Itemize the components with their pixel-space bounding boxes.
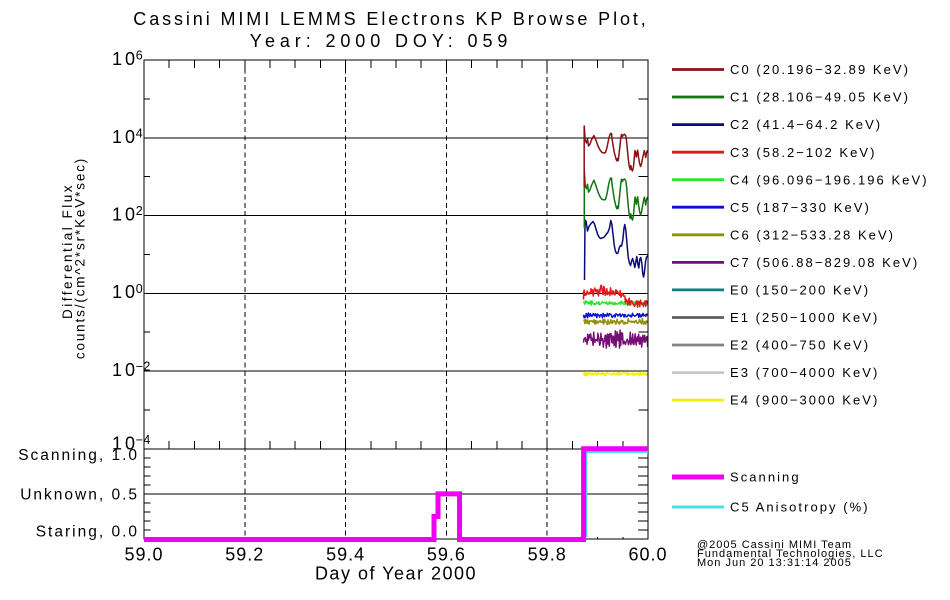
svg-text:E1 (250−1000 KeV): E1 (250−1000 KeV) [730, 310, 879, 325]
svg-text:E0 (150−200 KeV): E0 (150−200 KeV) [730, 283, 870, 298]
svg-text:E4 (900−3000 KeV): E4 (900−3000 KeV) [730, 393, 879, 408]
svg-text:60.0: 60.0 [628, 545, 667, 565]
svg-text:Unknown, 0.5: Unknown, 0.5 [20, 487, 139, 504]
svg-text:10: 10 [112, 360, 138, 380]
svg-text:10: 10 [112, 205, 138, 225]
svg-text:−2: −2 [136, 360, 151, 374]
svg-text:4: 4 [136, 126, 143, 140]
svg-text:59.2: 59.2 [225, 545, 264, 565]
svg-text:Day of Year 2000: Day of Year 2000 [315, 564, 477, 584]
svg-text:10: 10 [112, 433, 138, 453]
svg-text:59.4: 59.4 [326, 545, 365, 565]
svg-text:C5 Anisotropy (%): C5 Anisotropy (%) [730, 500, 870, 515]
svg-text:Cassini MIMI LEMMS Electrons K: Cassini MIMI LEMMS Electrons KP Browse P… [133, 9, 648, 29]
svg-text:E3 (700−4000 KeV): E3 (700−4000 KeV) [730, 365, 879, 380]
svg-text:counts/(cm^2*sr*KeV*sec): counts/(cm^2*sr*KeV*sec) [73, 157, 88, 359]
svg-text:C1 (28.106−49.05 KeV): C1 (28.106−49.05 KeV) [730, 90, 910, 105]
svg-text:C6 (312−533.28 KeV): C6 (312−533.28 KeV) [730, 227, 895, 242]
svg-text:Staring, 0.0: Staring, 0.0 [36, 524, 139, 541]
svg-text:C4 (96.096−196.196 KeV): C4 (96.096−196.196 KeV) [730, 172, 929, 187]
svg-text:C2 (41.4−64.2 KeV): C2 (41.4−64.2 KeV) [730, 117, 882, 132]
svg-text:Year: 2000 DOY: 059: Year: 2000 DOY: 059 [250, 31, 513, 51]
svg-text:C5 (187−330 KeV): C5 (187−330 KeV) [730, 200, 871, 215]
svg-text:Differential Flux: Differential Flux [60, 183, 75, 319]
svg-text:E2 (400−750 KeV): E2 (400−750 KeV) [730, 338, 870, 353]
svg-text:C3 (58.2−102 KeV): C3 (58.2−102 KeV) [730, 145, 877, 160]
svg-text:10: 10 [112, 282, 138, 302]
svg-text:59.8: 59.8 [528, 545, 567, 565]
svg-text:59.0: 59.0 [124, 545, 163, 565]
svg-text:59.6: 59.6 [427, 545, 466, 565]
svg-text:0: 0 [136, 282, 143, 296]
svg-text:10: 10 [112, 49, 138, 69]
svg-text:−4: −4 [136, 433, 151, 447]
svg-text:6: 6 [136, 49, 143, 63]
svg-text:Scanning: Scanning [730, 470, 801, 485]
svg-text:Mon Jun 20 13:31:14 2005: Mon Jun 20 13:31:14 2005 [697, 557, 852, 569]
svg-text:C0 (20.196−32.89 KeV): C0 (20.196−32.89 KeV) [730, 62, 910, 77]
svg-text:2: 2 [136, 204, 143, 218]
svg-text:C7 (506.88−829.08 KeV): C7 (506.88−829.08 KeV) [730, 255, 919, 270]
svg-text:@2005 Cassini MIMI Team: @2005 Cassini MIMI Team [697, 539, 852, 551]
svg-text:Fundamental Technologies, LLC: Fundamental Technologies, LLC [697, 548, 884, 560]
svg-text:10: 10 [112, 127, 138, 147]
svg-text:Scanning, 1.0: Scanning, 1.0 [18, 447, 139, 464]
